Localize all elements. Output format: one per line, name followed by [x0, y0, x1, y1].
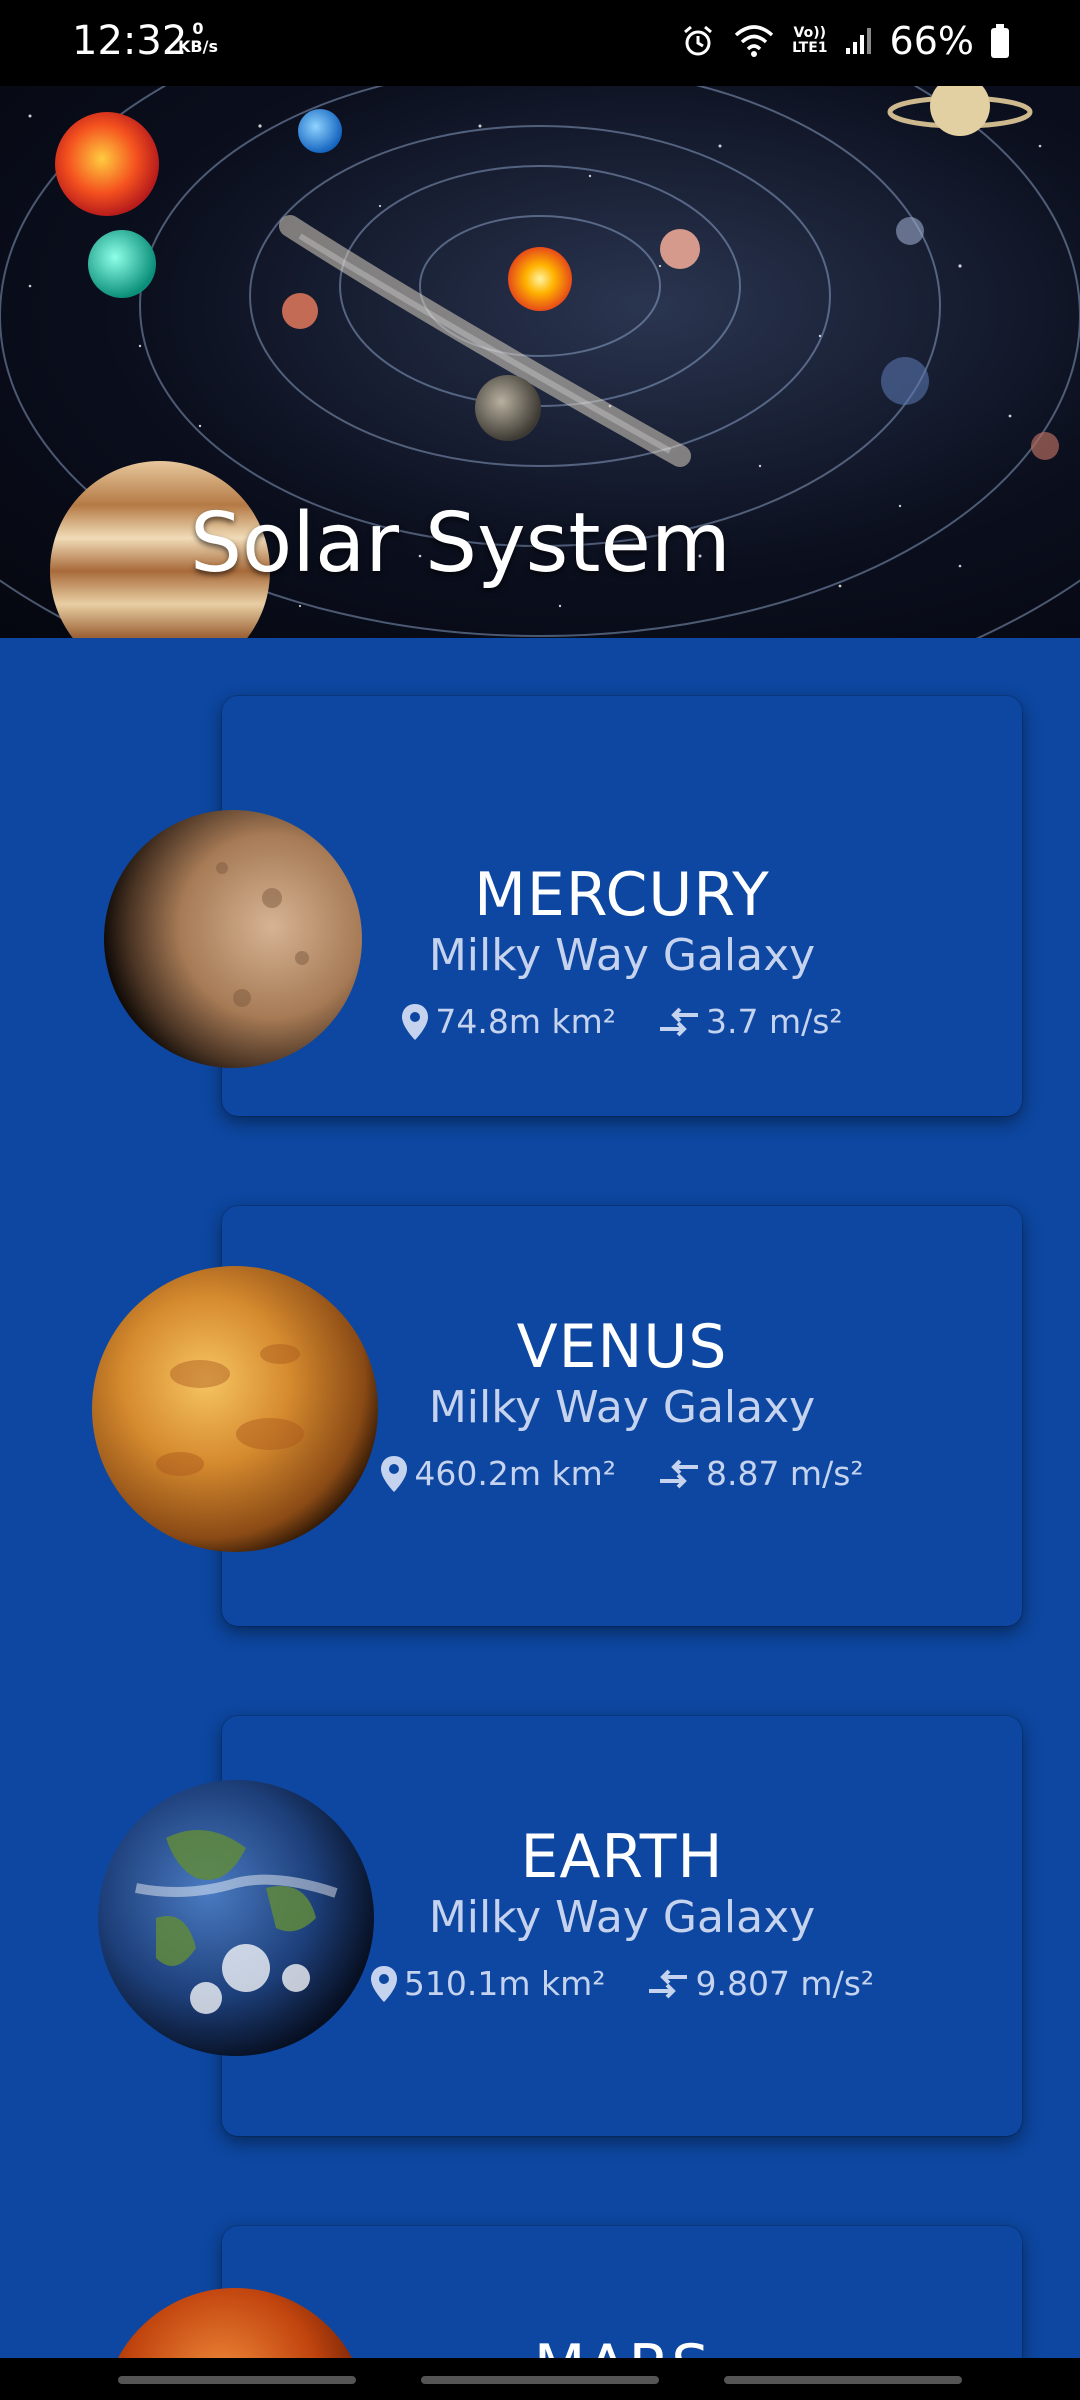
area-stat: 74.8m km²: [401, 1002, 616, 1041]
gravity-arrows-icon: [658, 1459, 700, 1489]
solar-system-illustration: [0, 86, 1080, 638]
gravity-arrows-icon: [658, 1007, 700, 1037]
network-speed-unit: KB/s: [178, 37, 218, 56]
gravity-arrows-icon: [647, 1969, 689, 1999]
mercury-image: [104, 810, 362, 1068]
gravity-stat: 3.7 m/s²: [658, 1002, 843, 1041]
card-background: [222, 2226, 1022, 2358]
planet-stats: 460.2m km² 8.87 m/s²: [0, 1454, 1080, 1493]
location-pin-icon: [401, 1003, 429, 1041]
page-title: Solar System: [190, 496, 731, 591]
cyan-planet-graphic: [88, 230, 156, 298]
nav-handle-center[interactable]: [421, 2376, 659, 2384]
red-planet-graphic: [55, 112, 159, 216]
planet-galaxy: Milky Way Galaxy: [428, 930, 816, 981]
sun-graphic: [508, 247, 572, 311]
lte-indicator: Vo)) LTE1: [792, 26, 827, 56]
gravity-value: 8.87 m/s²: [705, 1454, 864, 1493]
battery-icon: [990, 23, 1010, 59]
planet-name: MARS: [0, 2332, 1080, 2358]
planet-name: EARTH: [520, 1822, 724, 1892]
location-pin-icon: [380, 1455, 408, 1493]
area-value: 74.8m km²: [435, 1002, 616, 1041]
area-value: 460.2m km²: [414, 1454, 616, 1493]
planet-list[interactable]: MERCURY Milky Way Galaxy 74.8m km² 3.7 m…: [0, 638, 1080, 2358]
alarm-icon: [680, 23, 716, 59]
planet-name: VENUS: [516, 1312, 728, 1382]
wifi-icon: [732, 23, 776, 59]
planet-card-mars[interactable]: MARS: [0, 2226, 1080, 2358]
hero-banner: Solar System: [0, 86, 1080, 638]
location-pin-icon: [370, 1965, 398, 2003]
earth-image: [98, 1780, 374, 2056]
venus-image: [92, 1266, 378, 1552]
planet-stats: 510.1m km² 9.807 m/s²: [0, 1964, 1080, 2003]
saturn-graphic: [930, 86, 990, 136]
planet-card-mercury[interactable]: MERCURY Milky Way Galaxy 74.8m km² 3.7 m…: [0, 696, 1080, 1118]
jupiter-graphic: [50, 461, 270, 638]
network-speed-value: 0: [192, 19, 204, 38]
gravity-value: 3.7 m/s²: [705, 1002, 843, 1041]
nav-handle-right[interactable]: [724, 2376, 962, 2384]
status-bar: 12:32 0 KB/s Vo)) LTE1 66%: [0, 0, 1080, 86]
pink-planet-graphic: [660, 229, 700, 269]
area-stat: 510.1m km²: [370, 1964, 606, 2003]
planet-card-earth[interactable]: EARTH Milky Way Galaxy 510.1m km² 9.807 …: [0, 1716, 1080, 2138]
gravity-stat: 9.807 m/s²: [647, 1964, 874, 2003]
gravity-value: 9.807 m/s²: [695, 1964, 875, 2003]
planet-stats: 74.8m km² 3.7 m/s²: [0, 1002, 1080, 1041]
planet-card-venus[interactable]: VENUS Milky Way Galaxy 460.2m km² 8.87 m…: [0, 1206, 1080, 1628]
gravity-stat: 8.87 m/s²: [658, 1454, 864, 1493]
planet-galaxy: Milky Way Galaxy: [428, 1892, 816, 1943]
small-planet-graphic: [282, 293, 318, 329]
area-value: 510.1m km²: [403, 1964, 606, 2003]
lte-volte-label: Vo)): [793, 25, 827, 41]
blue-planet-graphic: [298, 109, 342, 153]
area-stat: 460.2m km²: [380, 1454, 616, 1493]
lte-network-label: LTE1: [792, 40, 828, 56]
system-nav-bar: [0, 2358, 1080, 2400]
moon-graphic: [475, 375, 541, 441]
network-speed: 0 KB/s: [178, 20, 218, 56]
nav-handle-left[interactable]: [118, 2376, 356, 2384]
signal-icon: [844, 26, 874, 56]
status-time: 12:32: [72, 18, 188, 64]
mars-image: [117, 2288, 353, 2358]
battery-percent: 66%: [889, 19, 974, 63]
planet-name: MERCURY: [474, 860, 770, 930]
planet-galaxy: Milky Way Galaxy: [428, 1382, 816, 1433]
